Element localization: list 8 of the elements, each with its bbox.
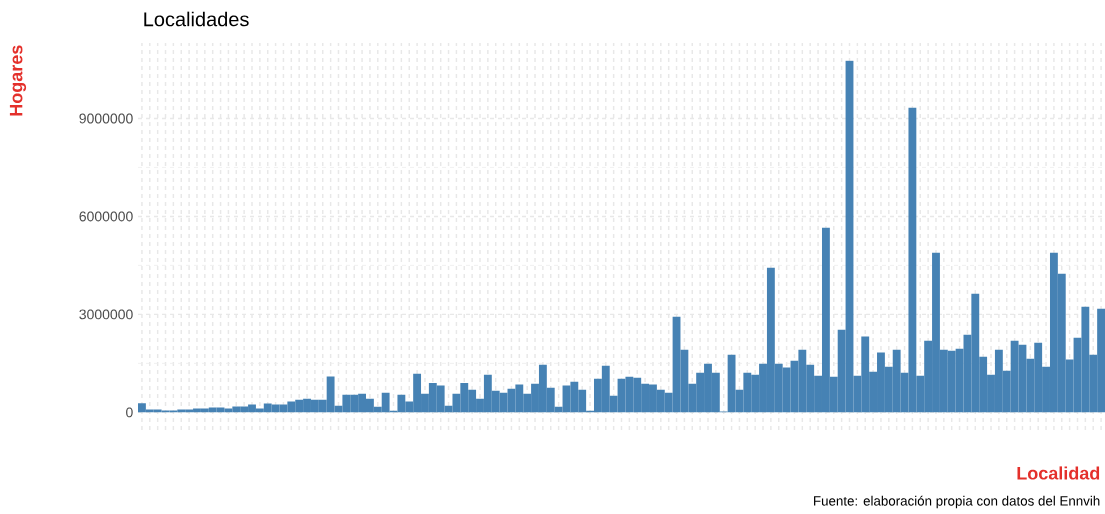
y-tick-label: 0 bbox=[126, 407, 133, 418]
y-tick-label: 3000000 bbox=[79, 309, 133, 320]
x-axis-title: Localidad bbox=[1017, 466, 1100, 480]
y-tick-label: 9000000 bbox=[79, 113, 133, 124]
source-note: Fuente: elaboración propia con datos del Ennvih bbox=[814, 495, 1100, 509]
y-tick-label: 6000000 bbox=[79, 211, 133, 222]
y-axis-title: Hogares bbox=[9, 45, 27, 116]
chart-title: Localidades bbox=[144, 11, 249, 27]
